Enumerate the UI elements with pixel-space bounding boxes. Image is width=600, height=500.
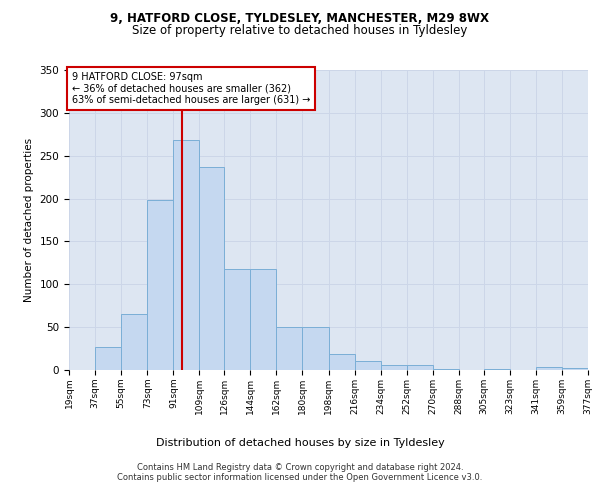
Bar: [224, 269, 250, 370]
Bar: [380, 365, 407, 370]
Bar: [199, 167, 224, 370]
Bar: [536, 366, 562, 370]
Bar: [95, 347, 121, 370]
Bar: [250, 269, 277, 370]
Text: 9, HATFORD CLOSE, TYLDESLEY, MANCHESTER, M29 8WX: 9, HATFORD CLOSE, TYLDESLEY, MANCHESTER,…: [110, 12, 490, 26]
Bar: [433, 369, 459, 370]
Bar: [302, 327, 329, 370]
Text: Distribution of detached houses by size in Tyldesley: Distribution of detached houses by size …: [155, 438, 445, 448]
Text: 9 HATFORD CLOSE: 97sqm
← 36% of detached houses are smaller (362)
63% of semi-de: 9 HATFORD CLOSE: 97sqm ← 36% of detached…: [71, 72, 310, 104]
Bar: [277, 327, 302, 370]
Bar: [562, 368, 588, 370]
Y-axis label: Number of detached properties: Number of detached properties: [24, 138, 34, 302]
Bar: [407, 365, 433, 370]
Bar: [484, 369, 510, 370]
Text: Size of property relative to detached houses in Tyldesley: Size of property relative to detached ho…: [133, 24, 467, 37]
Bar: [147, 200, 173, 370]
Bar: [355, 362, 380, 370]
Text: Contains HM Land Registry data © Crown copyright and database right 2024.
Contai: Contains HM Land Registry data © Crown c…: [118, 463, 482, 482]
Bar: [121, 314, 147, 370]
Bar: [173, 140, 199, 370]
Bar: [329, 354, 355, 370]
